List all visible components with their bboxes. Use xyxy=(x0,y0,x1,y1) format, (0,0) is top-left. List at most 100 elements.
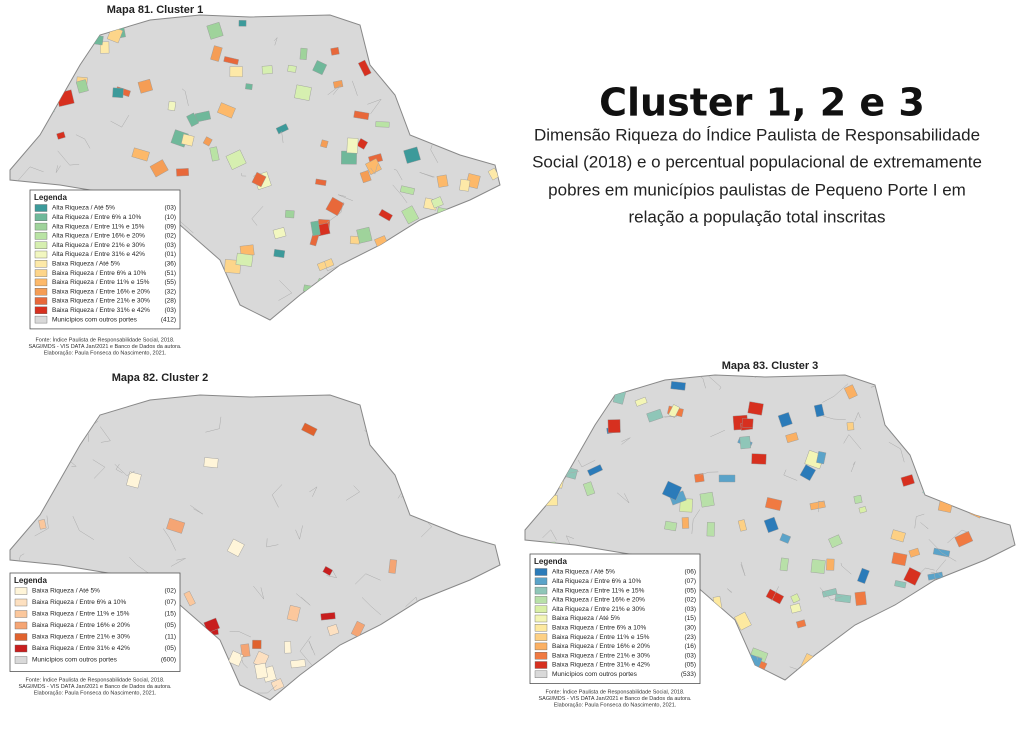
municipality xyxy=(699,491,715,508)
border xyxy=(239,653,248,669)
border xyxy=(170,558,186,567)
legend-swatch xyxy=(34,269,48,277)
municipality xyxy=(828,534,843,549)
source-line: Elaboração: Paula Fonseca do Nascimento,… xyxy=(554,702,677,708)
legend-label: Alta Riqueza / Entre 16% e 20% xyxy=(552,597,645,604)
legend-count: (05) xyxy=(684,587,696,594)
source-line: SAGI/MDS - VIS DATA Jan/2021 e Banco de … xyxy=(29,344,182,350)
border xyxy=(251,206,264,226)
municipality xyxy=(229,66,243,78)
border xyxy=(100,426,111,443)
municipality xyxy=(737,519,747,532)
border xyxy=(394,265,409,270)
municipality xyxy=(356,655,369,669)
border xyxy=(271,484,283,508)
municipality xyxy=(714,629,732,646)
border xyxy=(393,168,403,181)
municipality xyxy=(357,59,372,77)
legend-count: (16) xyxy=(684,643,696,650)
legend-count: (06) xyxy=(684,569,696,576)
legend-count: (15) xyxy=(164,611,176,618)
municipality xyxy=(821,588,838,598)
legend-label: Alta Riqueza / Entre 21% e 30% xyxy=(552,606,645,613)
legend-swatch xyxy=(34,232,48,240)
border xyxy=(448,654,459,667)
municipality xyxy=(969,584,983,598)
legend-count: (30) xyxy=(684,625,696,632)
border xyxy=(1005,403,1009,431)
border xyxy=(27,30,42,40)
municipality xyxy=(399,185,416,196)
municipality xyxy=(91,34,104,46)
legend-label: Baixa Riqueza / Entre 31% e 42% xyxy=(552,662,650,669)
border xyxy=(419,172,435,178)
border xyxy=(947,529,968,544)
municipality xyxy=(970,432,987,444)
legend-count: (412) xyxy=(161,316,176,323)
border xyxy=(470,239,484,245)
border xyxy=(133,395,141,401)
municipality xyxy=(432,48,447,66)
municipality xyxy=(487,167,500,181)
border xyxy=(706,375,722,390)
border xyxy=(202,303,213,320)
municipality xyxy=(270,678,285,692)
legend-count: (03) xyxy=(684,652,696,659)
border xyxy=(361,597,382,616)
municipality xyxy=(176,168,189,177)
legend-label: Baixa Riqueza / Até 5% xyxy=(32,588,100,595)
source-line: Fonte: Índice Paulista de Responsabilida… xyxy=(545,688,685,695)
municipality xyxy=(989,388,1006,396)
municipality xyxy=(991,628,1004,642)
border xyxy=(299,636,313,666)
municipality xyxy=(940,427,957,443)
legend-swatch xyxy=(14,656,28,664)
legend-count: (02) xyxy=(164,233,176,240)
border xyxy=(337,194,353,202)
municipality xyxy=(922,481,933,495)
legend-label: Alta Riqueza / Entre 11% e 15% xyxy=(552,587,645,594)
legend-swatch xyxy=(34,204,48,212)
municipality xyxy=(226,538,245,557)
municipality xyxy=(273,249,286,258)
legend-swatch xyxy=(14,621,28,630)
municipality xyxy=(386,254,395,264)
legend-count: (10) xyxy=(164,214,176,221)
municipality xyxy=(484,30,495,41)
municipality xyxy=(315,178,327,186)
legend-label: Baixa Riqueza / Entre 11% e 15% xyxy=(552,634,650,641)
legend-count: (05) xyxy=(164,645,176,652)
border xyxy=(742,375,757,378)
border xyxy=(455,60,464,70)
border xyxy=(980,471,993,492)
municipality xyxy=(706,522,715,537)
border xyxy=(822,415,846,420)
municipality xyxy=(203,457,219,469)
municipality xyxy=(999,595,1013,605)
legend-swatch xyxy=(534,605,548,613)
municipality xyxy=(785,432,799,444)
municipality xyxy=(208,269,225,280)
border xyxy=(980,470,994,473)
municipality xyxy=(284,210,295,219)
legend-label: Baixa Riqueza / Entre 6% a 10% xyxy=(52,270,147,277)
border xyxy=(542,529,557,541)
border xyxy=(266,538,279,548)
border xyxy=(984,364,1005,374)
border xyxy=(699,471,719,476)
municipality xyxy=(741,418,754,428)
municipality xyxy=(359,170,372,184)
border xyxy=(0,75,7,93)
border xyxy=(326,201,344,223)
municipality xyxy=(894,580,907,589)
border xyxy=(930,639,938,643)
legend-title: Legenda xyxy=(534,557,567,566)
legend-count: (600) xyxy=(161,657,176,664)
border xyxy=(438,494,457,497)
border xyxy=(10,18,21,43)
municipality xyxy=(853,494,863,504)
municipality xyxy=(356,138,369,150)
legend-count: (11) xyxy=(165,634,176,641)
municipality xyxy=(779,557,789,572)
municipality xyxy=(346,137,359,154)
